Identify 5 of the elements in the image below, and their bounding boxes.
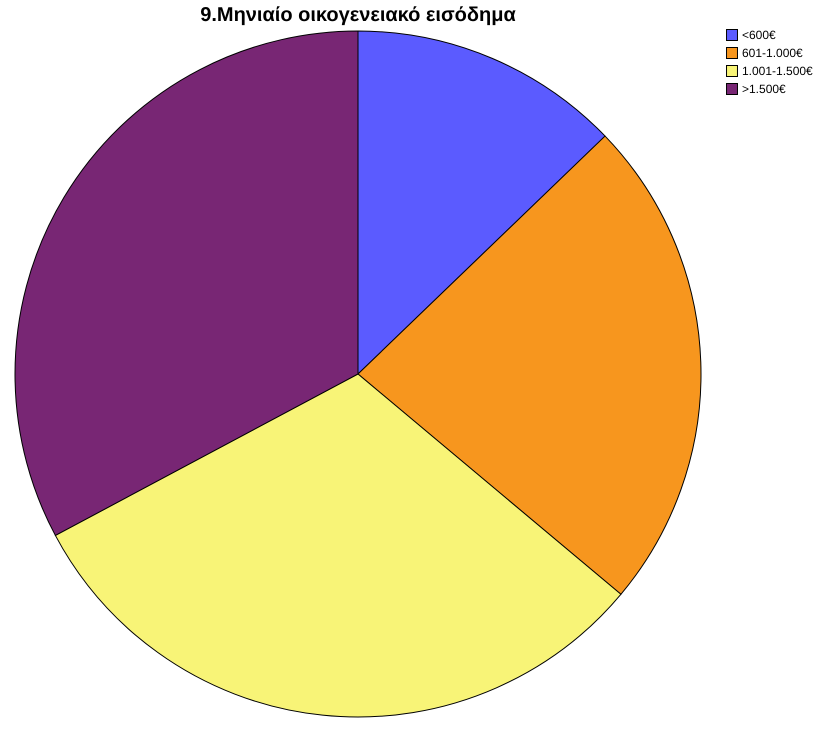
legend-label: 601-1.000€ bbox=[742, 46, 804, 60]
legend-label: <600€ bbox=[742, 28, 776, 42]
legend-label: >1.500€ bbox=[742, 82, 786, 96]
chart-title: 9.Μηνιαίο οικογενειακό εισόδημα bbox=[200, 4, 516, 26]
legend-label: 1.001-1.500€ bbox=[742, 64, 814, 78]
